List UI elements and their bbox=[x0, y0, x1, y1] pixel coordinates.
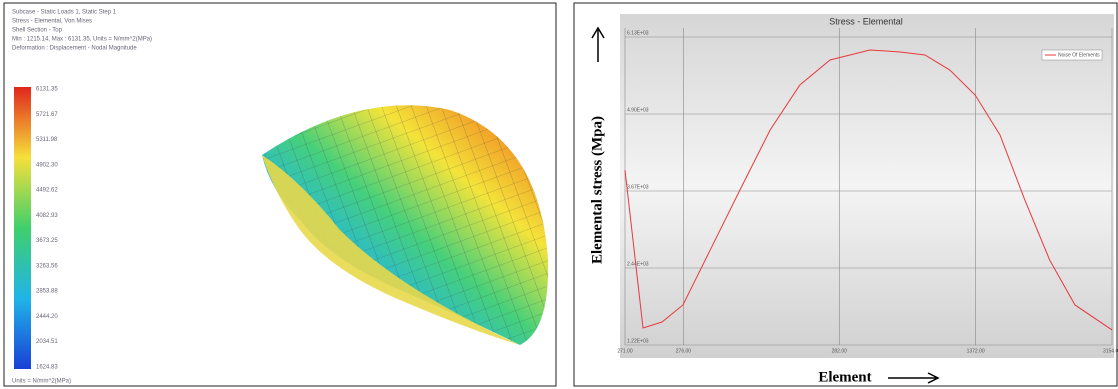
legend-label: Noise Of Elements bbox=[1058, 52, 1100, 58]
chart-panel: Stress - Elemental Elemental stress (Mpa… bbox=[574, 3, 1118, 386]
y-tick-label: 6.13E+03 bbox=[627, 30, 649, 36]
chart-title: Stress - Elemental bbox=[829, 16, 903, 26]
y-tick-label: 4.90E+03 bbox=[627, 107, 649, 113]
header-line: Shell Section - Top bbox=[12, 28, 63, 34]
y-tick-label: 1.22E+03 bbox=[627, 338, 649, 344]
figure: Subcase - Static Loads 1, Static Step 1 S… bbox=[0, 0, 1118, 389]
legend-value: 3263.56 bbox=[36, 263, 58, 269]
header-line: Min : 1215.14, Max : 6131.35, Units = N/… bbox=[12, 37, 152, 43]
legend-value: 2034.51 bbox=[36, 339, 58, 345]
y-tick-label: 2.44E+03 bbox=[627, 261, 649, 267]
legend-value: 4082.93 bbox=[36, 213, 58, 219]
legend-value: 4492.62 bbox=[36, 188, 58, 194]
legend-value: 1624.83 bbox=[36, 364, 58, 370]
header-line: Deformation : Displacement - Nodal Magni… bbox=[12, 46, 137, 52]
legend-value: 5721.67 bbox=[36, 112, 58, 118]
legend-value: 6131.35 bbox=[36, 87, 58, 93]
x-tick-label: 271.00 bbox=[617, 348, 633, 354]
color-bar bbox=[14, 87, 31, 369]
plot-area bbox=[620, 14, 1114, 358]
header-line: Subcase - Static Loads 1, Static Step 1 bbox=[12, 10, 117, 16]
x-tick-label: 3154.00 bbox=[1103, 348, 1118, 354]
x-tick-label: 282.00 bbox=[832, 348, 848, 354]
legend-value: 3673.25 bbox=[36, 238, 58, 244]
legend-value: 2853.88 bbox=[36, 289, 58, 295]
fea-panel: Subcase - Static Loads 1, Static Step 1 S… bbox=[4, 3, 556, 386]
legend-value: 4902.30 bbox=[36, 162, 58, 168]
x-tick-label: 1372.00 bbox=[967, 348, 985, 354]
legend-value: 2444.20 bbox=[36, 314, 58, 320]
units-note: Units = N/mm^2(MPa) bbox=[12, 379, 71, 385]
y-axis-label: Elemental stress (Mpa) bbox=[589, 116, 605, 264]
x-tick-label: 276.00 bbox=[676, 348, 692, 354]
x-axis-label: Element bbox=[818, 369, 871, 385]
header-line: Stress - Elemental, Von Mises bbox=[12, 19, 92, 25]
legend-value: 5311.98 bbox=[36, 137, 58, 143]
y-tick-label: 3.67E+03 bbox=[627, 184, 649, 190]
